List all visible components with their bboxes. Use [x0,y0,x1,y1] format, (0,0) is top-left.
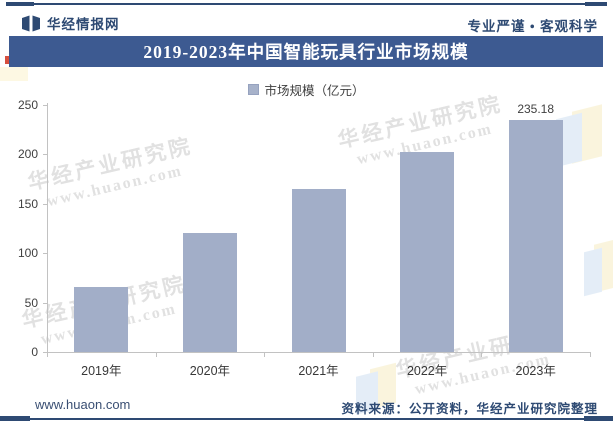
x-axis-label: 2021年 [298,364,339,378]
bar-2022年 [400,152,455,352]
y-axis-label: 250 [17,98,38,112]
watermark-flag-icon [584,238,613,304]
x-axis-label: 2020年 [189,364,231,378]
top-rule-left-cap [6,2,34,6]
top-rule-right-cap [585,2,607,6]
y-axis-label: 0 [31,345,38,359]
footer-site-url: www.huaon.com [35,397,131,412]
y-axis-tick [43,203,47,205]
huajing-logo-icon [20,15,42,32]
brand: 华经情报网 [20,13,120,33]
x-axis-tick [372,353,374,357]
legend-marker-icon [248,84,260,95]
watermark-yellow-fragment [0,67,28,81]
legend: 市场规模（亿元） [0,80,613,99]
page-title: 2019-2023年中国智能玩具行业市场规模 [143,42,469,62]
bar-2021年 [291,188,346,352]
bar-2023年 [508,119,563,352]
x-axis-line [47,352,591,353]
y-axis-line [47,103,48,353]
brand-name: 华经情报网 [47,17,120,32]
header: 华经情报网 专业严谨 • 客观科学 [0,8,613,36]
top-rule [6,3,607,5]
title-bar: 2019-2023年中国智能玩具行业市场规模 [9,36,603,67]
legend-label: 市场规模（亿元） [264,84,365,98]
y-axis-label: 100 [17,246,38,261]
footer-source: 资料来源：公开资料，华经产业研究院整理 [341,402,598,416]
bar-2020年 [182,233,237,352]
bar-value-label: 235.18 [517,101,555,116]
x-axis-tick [264,353,266,357]
x-axis-label: 2019年 [81,364,122,378]
y-axis-label: 200 [17,147,38,162]
x-axis-label: 2023年 [515,364,556,378]
y-axis-label: 50 [24,295,38,310]
header-slogan: 专业严谨 • 客观科学 [467,19,598,34]
x-axis-tick [590,353,591,357]
y-axis-tick [43,253,47,255]
y-axis-label: 150 [17,196,38,211]
bottom-rule-left-cap [0,416,30,421]
x-axis-tick [47,353,48,357]
y-axis-tick [43,105,47,106]
x-axis-tick [155,353,157,357]
bottom-rule [0,418,613,420]
x-axis-tick [481,353,483,357]
y-axis-tick [43,352,47,353]
x-axis-label: 2022年 [406,364,448,378]
y-axis-tick [43,154,47,156]
y-axis-tick [43,302,47,304]
bottom-rule-right-cap [584,416,613,421]
bar-2019年 [74,286,129,352]
